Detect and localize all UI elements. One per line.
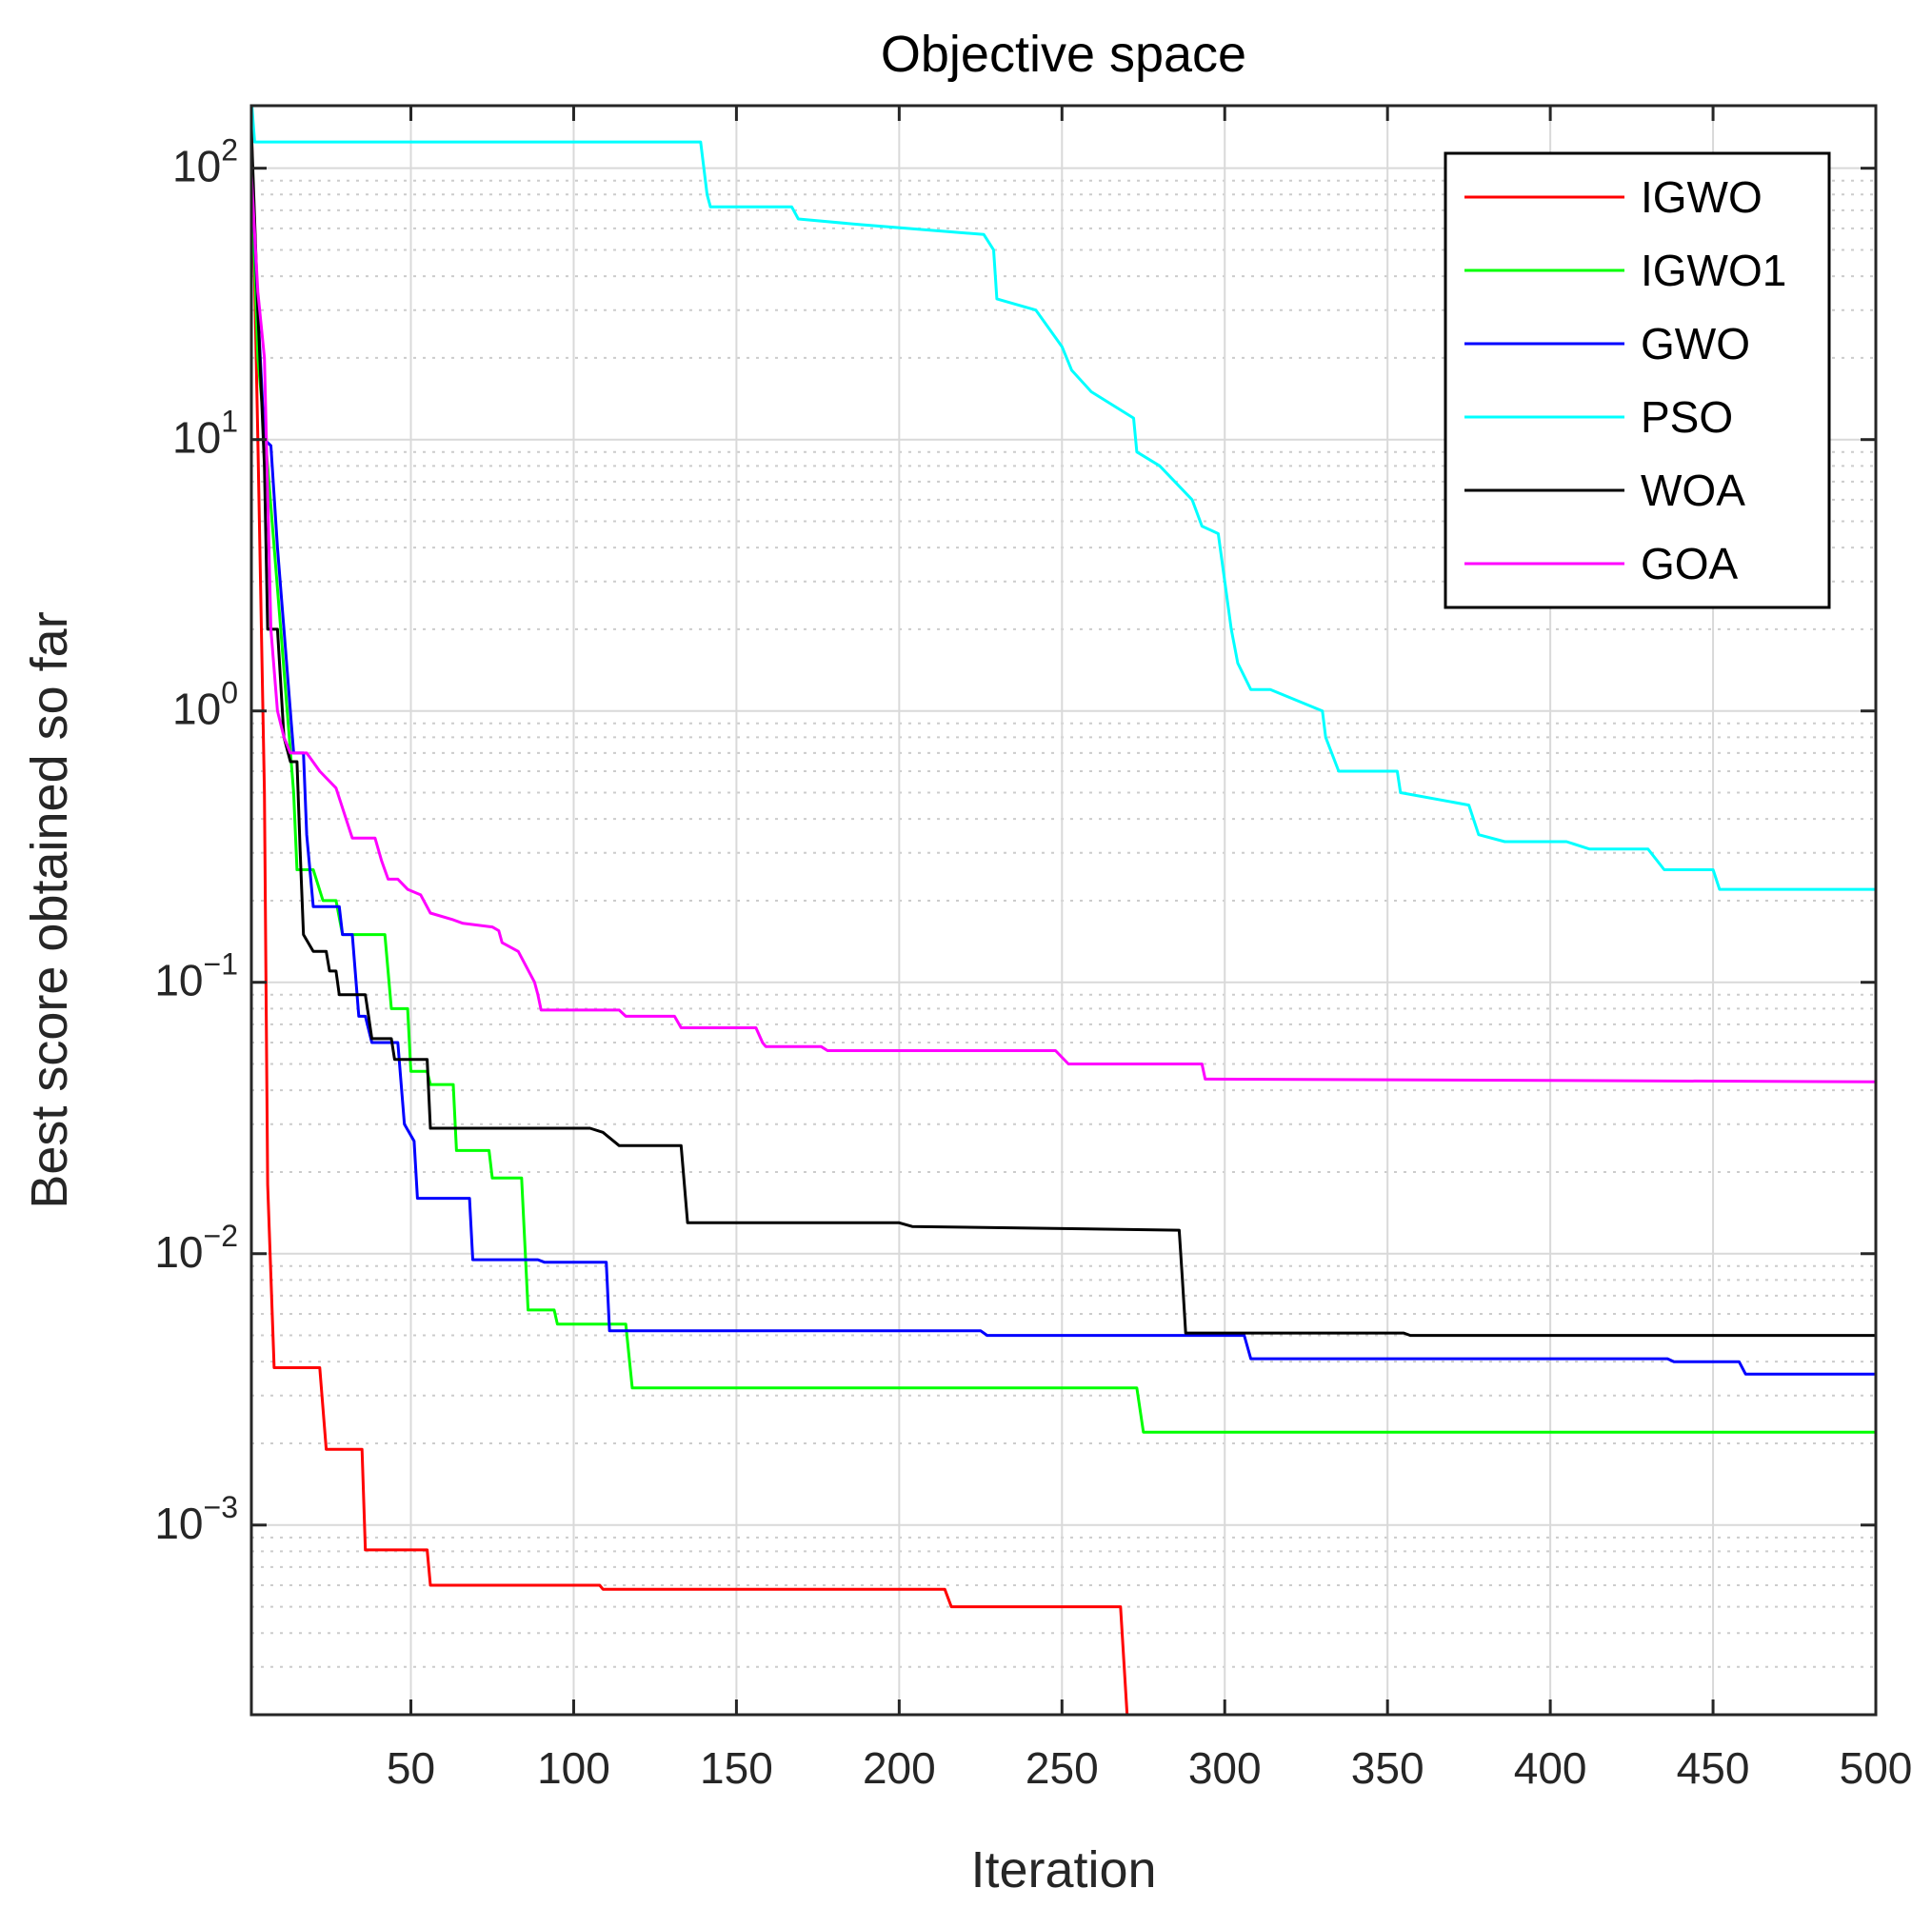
y-tick-base: 10 [172,685,221,734]
x-tick-label: 250 [1026,1743,1099,1793]
legend-label: GOA [1641,539,1739,588]
x-tick-label: 450 [1677,1743,1750,1793]
legend-label: PSO [1641,392,1733,442]
y-tick-base: 10 [154,1227,203,1277]
x-tick-label: 400 [1514,1743,1587,1793]
y-tick-label: 10−3 [154,1490,238,1548]
y-tick-label: 10−2 [154,1219,238,1277]
y-tick-exponent: −2 [204,1219,238,1253]
legend-label: WOA [1641,466,1745,515]
x-tick-label: 500 [1840,1743,1913,1793]
legend-label: GWO [1641,319,1750,368]
legend-box [1444,151,1831,609]
y-tick-base: 10 [172,142,221,191]
chart-title: Objective space [881,26,1246,83]
series-line-igwo1 [251,168,1876,1434]
x-tick-label: 350 [1351,1743,1424,1793]
y-tick-label: 100 [172,676,238,734]
y-tick-exponent: −1 [204,947,238,982]
x-axis-ticks: 50 100 150 200 250 300 350 400 450 500 [387,106,1912,1793]
series-line-igwo [251,120,1876,1715]
y-tick-label: 101 [172,405,238,463]
y-tick-label: 102 [172,133,238,191]
plot-frame [249,104,1878,1717]
x-tick-label: 200 [863,1743,936,1793]
series-line-goa [251,173,1876,1083]
x-tick-label: 50 [387,1743,435,1793]
x-tick-label: 150 [700,1743,773,1793]
legend-label: IGWO [1641,172,1763,222]
y-tick-base: 10 [154,1499,203,1548]
y-axis-label: Best score obtained so far [21,611,78,1208]
legend: IGWO IGWO1 GWO PSO WOA GOA [1444,151,1831,609]
y-tick-exponent: 1 [221,405,238,439]
y-tick-exponent: −3 [204,1490,238,1524]
series-line-pso [251,106,1876,891]
y-tick-base: 10 [172,413,221,463]
series-line-woa [251,128,1876,1338]
series-layer [251,106,1876,1715]
x-tick-label: 100 [537,1743,610,1793]
series-line-gwo [251,156,1876,1376]
y-tick-exponent: 0 [221,676,238,710]
x-tick-label: 300 [1188,1743,1262,1793]
y-tick-exponent: 2 [221,133,238,168]
x-axis-label: Iteration [970,1841,1156,1898]
y-tick-base: 10 [154,956,203,1005]
y-tick-label: 10−1 [154,947,238,1005]
legend-label: IGWO1 [1641,246,1786,295]
